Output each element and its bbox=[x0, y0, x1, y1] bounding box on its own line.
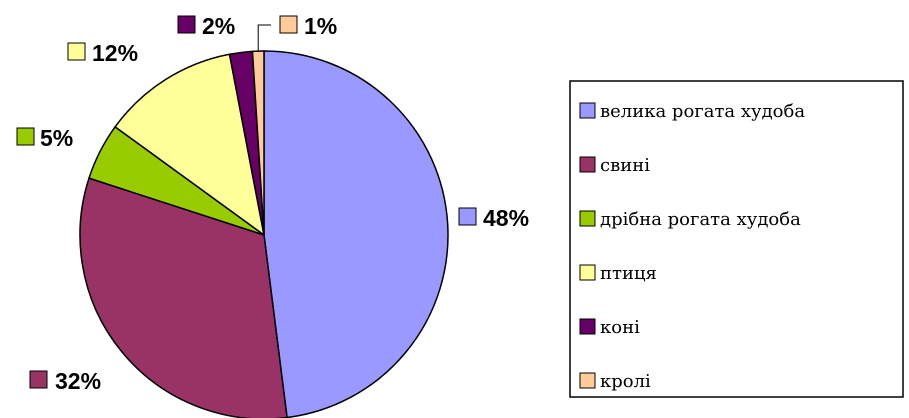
data-label-swatch bbox=[67, 42, 86, 61]
data-labels: 48% 32% 5% 12% 2% 1% bbox=[16, 13, 529, 394]
pie-slices bbox=[79, 50, 449, 418]
legend-label: птиця bbox=[600, 263, 657, 284]
legend-swatch bbox=[579, 264, 596, 281]
leader-line bbox=[257, 24, 271, 52]
legend-swatch bbox=[579, 372, 596, 389]
legend-swatch bbox=[579, 156, 596, 173]
legend-label: кролі bbox=[600, 371, 651, 392]
legend-items: велика рогата худоба свині дрібна рогата х… bbox=[579, 101, 805, 392]
legend-label: коні bbox=[600, 317, 640, 338]
data-label: 12% bbox=[92, 40, 138, 66]
leader-lines bbox=[257, 24, 271, 52]
data-label: 1% bbox=[304, 13, 337, 39]
data-label-swatch bbox=[16, 127, 35, 146]
data-label: 48% bbox=[483, 205, 529, 231]
legend-swatch bbox=[579, 318, 596, 335]
data-label: 5% bbox=[40, 125, 73, 151]
pie-slice-велика-рогата-худоба bbox=[263, 50, 449, 418]
legend-swatch bbox=[579, 210, 596, 227]
data-label: 2% bbox=[202, 13, 235, 39]
legend: велика рогата худоба свині дрібна рогата х… bbox=[569, 80, 904, 398]
data-label-swatch bbox=[29, 370, 48, 389]
data-label-swatch bbox=[279, 15, 298, 34]
legend-label: велика рогата худоба bbox=[600, 101, 805, 122]
legend-label: свині bbox=[600, 155, 650, 176]
pie-slice-птиця bbox=[114, 53, 266, 237]
pie-slice-свині bbox=[79, 177, 288, 418]
data-label-swatch bbox=[458, 207, 477, 226]
legend-label: дрібна рогата худоба bbox=[600, 209, 801, 230]
legend-frame bbox=[569, 80, 904, 398]
data-label: 32% bbox=[55, 368, 101, 394]
data-label-swatch bbox=[177, 15, 196, 34]
legend-swatch bbox=[579, 102, 596, 119]
